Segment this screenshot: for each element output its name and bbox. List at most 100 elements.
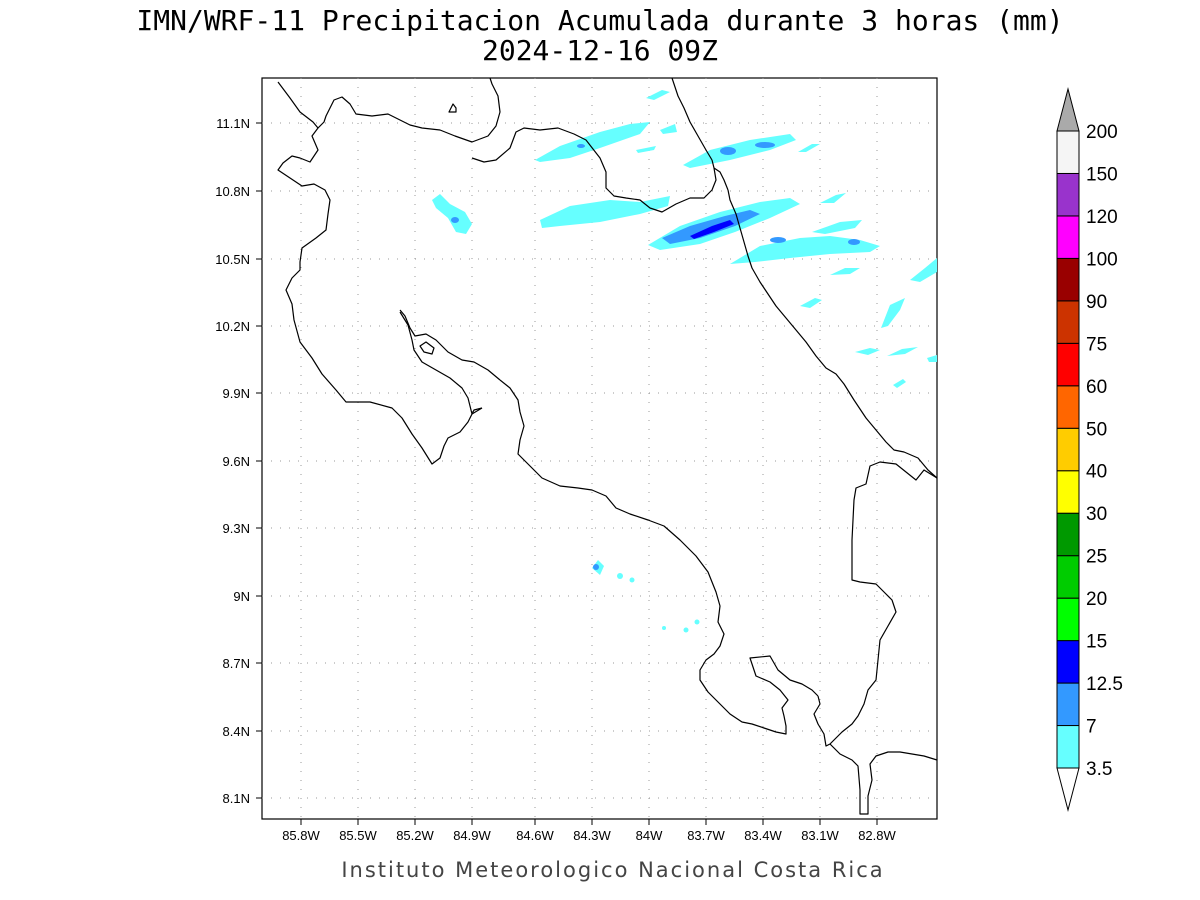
latitude-axis: 11.1N 10.8N 10.5N 10.2N 9.9N 9.6N 9.3N 9… [215, 116, 250, 806]
lon-tick-label: 83.4W [744, 828, 782, 843]
colorbar-label: 100 [1086, 249, 1118, 270]
colorbar-swatch [1056, 512, 1080, 557]
map-panel [261, 77, 938, 820]
colorbar-swatch [1056, 215, 1080, 259]
longitude-axis: 85.8W 85.5W 85.2W 84.9W 84.6W 84.3W 84W … [282, 828, 896, 843]
precip-area-light [617, 573, 623, 579]
colorbar-legend: 3.5 7 12.5 15 20 25 30 40 50 60 75 90 100 120 150 200 [1056, 87, 1123, 812]
precip-area-light [800, 298, 822, 308]
precip-area-light [660, 124, 677, 134]
colorbar-swatch [1056, 470, 1080, 514]
lat-tick-label: 11.1N [216, 116, 250, 131]
colorbar-label: 12.5 [1086, 674, 1123, 695]
colorbar-labels: 3.5 7 12.5 15 20 25 30 40 50 60 75 90 100 120 150 200 [1086, 122, 1123, 780]
precip-area-moderate [755, 142, 775, 148]
lon-tick-label: 84.3W [573, 828, 611, 843]
colorbar-label: 50 [1086, 419, 1107, 440]
nicaragua-coast-lower [277, 127, 483, 465]
precip-area-light [927, 355, 937, 362]
colorbar-label: 30 [1086, 504, 1107, 525]
colorbar-bottom-arrow [1056, 767, 1080, 812]
precip-area-moderate [593, 564, 599, 570]
map-title-line2: 2024-12-16 09Z [482, 34, 718, 67]
lat-tick-label: 8.1N [223, 791, 250, 806]
map-title-line1: IMN/WRF-11 Precipitacion Acumulada duran… [136, 4, 1063, 37]
colorbar-top-arrow [1056, 87, 1080, 132]
precip-area-light [830, 268, 860, 275]
lat-tick-label: 10.2N [215, 319, 250, 334]
map-frame [261, 77, 938, 820]
colorbar-swatch [1056, 640, 1080, 684]
burica-coast [829, 743, 938, 815]
colorbar-label: 75 [1086, 334, 1107, 355]
lon-tick-label: 84.6W [516, 828, 554, 843]
lon-tick-label: 84.9W [453, 828, 491, 843]
colorbar-swatch [1056, 427, 1080, 472]
precip-area-moderate [770, 237, 786, 243]
colorbar-label: 3.5 [1086, 759, 1112, 780]
colorbar-swatch [1056, 342, 1080, 387]
precip-area-light [910, 258, 937, 282]
precip-area-moderate [720, 147, 736, 155]
lat-tick-label: 9.3N [223, 521, 250, 536]
colorbar-swatch [1056, 555, 1080, 599]
nicoya-inner-coast [399, 311, 483, 415]
precip-area-light [730, 236, 880, 264]
colorbar-swatch [1056, 172, 1080, 217]
colorbar-swatch [1056, 300, 1080, 344]
caribbean-coast [727, 189, 938, 479]
pacific-coast-central [499, 379, 819, 735]
osa-peninsula [813, 659, 879, 747]
colorbar-label: 60 [1086, 377, 1107, 398]
colorbar-label: 7 [1086, 717, 1097, 738]
island-chira [419, 341, 435, 355]
colorbar-label: 15 [1086, 632, 1107, 653]
colorbar-label: 25 [1086, 547, 1107, 568]
nicaragua-coast [277, 77, 501, 143]
precip-area-light [636, 146, 656, 153]
longitude-ticks [300, 819, 878, 825]
nicoya-gulf-coast [399, 309, 501, 381]
lat-tick-label: 9.6N [223, 454, 250, 469]
coastlines [277, 77, 938, 815]
lon-tick-label: 83.1W [801, 828, 839, 843]
colorbar-label: 90 [1086, 292, 1107, 313]
precip-area-moderate [848, 239, 860, 245]
precip-area-light [432, 194, 472, 234]
precip-area-light [540, 196, 670, 228]
precip-area-light [887, 347, 918, 356]
lat-tick-label: 10.8N [215, 184, 250, 199]
san-juan-river-border [471, 127, 717, 213]
lat-tick-label: 8.4N [223, 724, 250, 739]
latitude-ticks [256, 122, 262, 799]
colorbar-label: 150 [1086, 164, 1118, 185]
caribbean-coast-north [671, 77, 713, 161]
precip-area-light [662, 626, 666, 630]
precip-area-light [812, 220, 862, 234]
colorbar-label: 200 [1086, 122, 1118, 143]
precip-area-light [683, 627, 689, 633]
precip-area-moderate [451, 217, 459, 223]
precip-area-light [798, 144, 820, 152]
lat-tick-label: 9.9N [223, 386, 250, 401]
footer-credit: Instituto Meteorologico Nacional Costa R… [341, 858, 884, 882]
colorbar-swatch [1056, 385, 1080, 429]
colorbar-label: 40 [1086, 462, 1107, 483]
lat-tick-label: 8.7N [223, 656, 250, 671]
lon-tick-label: 85.5W [339, 828, 377, 843]
colorbar-swatch [1056, 597, 1080, 642]
lon-tick-label: 84W [636, 828, 663, 843]
colorbar-label: 120 [1086, 207, 1118, 228]
colorbar-boxes [1056, 130, 1080, 769]
precip-area-light [820, 193, 846, 203]
lon-tick-label: 82.8W [858, 828, 896, 843]
lon-tick-label: 85.8W [282, 828, 320, 843]
precip-area-light [535, 122, 650, 162]
san-juan-delta [713, 167, 729, 191]
precip-area-light [893, 379, 906, 388]
small-island [448, 103, 457, 113]
precip-area-light [646, 90, 670, 100]
colorbar-swatch [1056, 130, 1080, 174]
precip-area-light [694, 619, 700, 625]
